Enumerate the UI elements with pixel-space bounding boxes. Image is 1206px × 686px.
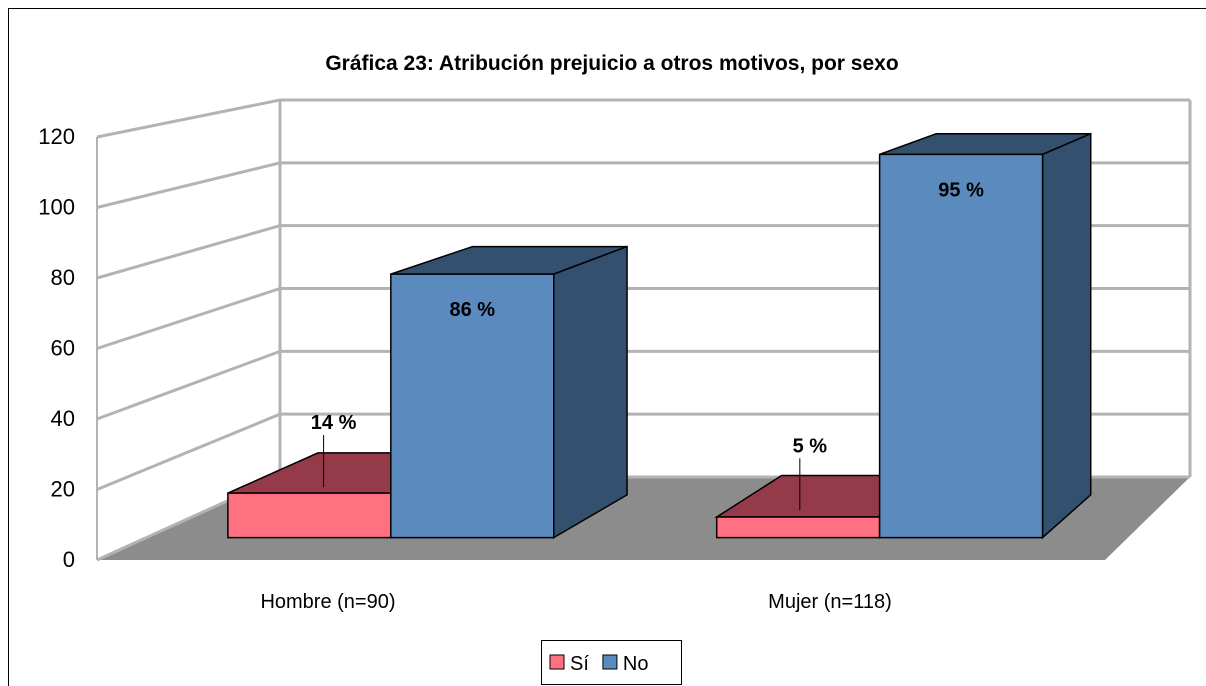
- legend-label: No: [623, 653, 649, 675]
- chart-title: Gráfica 23: Atribución prejuicio a otros…: [325, 52, 898, 75]
- legend-swatch: [602, 654, 618, 670]
- legend-swatch: [549, 654, 565, 670]
- legend: Sí No: [541, 640, 682, 685]
- x-tick-label: Mujer (n=118): [768, 591, 892, 613]
- bar: [390, 245, 628, 539]
- y-tick-label: 0: [63, 547, 75, 572]
- bar-front: [878, 153, 1044, 539]
- bar: [878, 132, 1092, 540]
- bar-front: [715, 516, 881, 539]
- data-label: 14 %: [311, 412, 357, 434]
- data-label: 5 %: [793, 435, 828, 457]
- y-tick-label: 120: [38, 124, 75, 149]
- y-tick-label: 60: [51, 336, 75, 361]
- y-tick-label: 40: [51, 406, 75, 431]
- bar-front: [390, 273, 555, 539]
- bar-front: [227, 492, 392, 539]
- data-label: 86 %: [449, 299, 495, 321]
- legend-label: Sí: [570, 653, 589, 675]
- data-label: 95 %: [938, 179, 984, 201]
- x-tick-label: Hombre (n=90): [260, 591, 395, 613]
- bar-side: [552, 245, 628, 539]
- y-tick-label: 100: [38, 195, 75, 220]
- y-tick-label: 20: [51, 477, 75, 502]
- y-tick-label: 80: [51, 265, 75, 290]
- bar-side: [1041, 132, 1092, 540]
